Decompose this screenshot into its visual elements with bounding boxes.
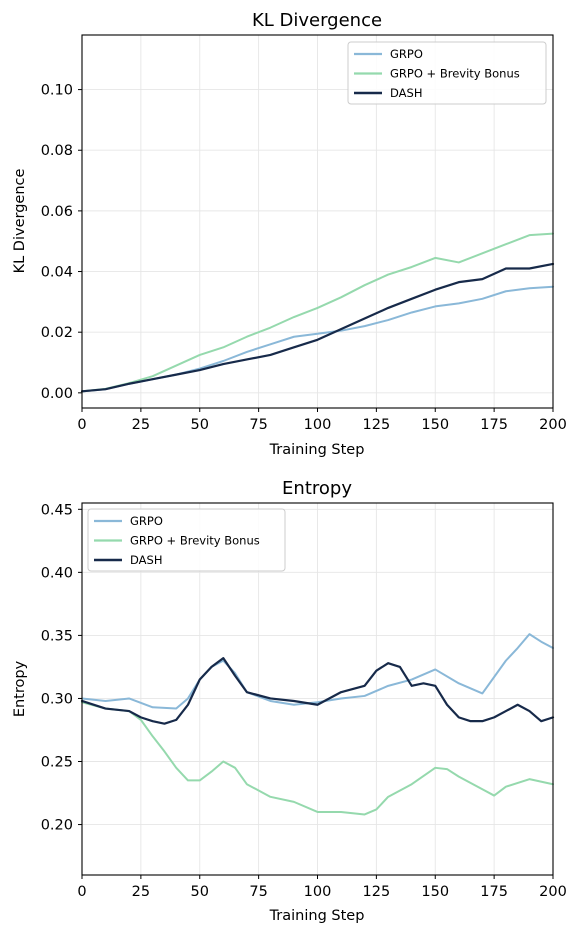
y-tick-label: 0.08 <box>41 143 73 159</box>
x-tick-label: 75 <box>249 417 267 433</box>
legend-box <box>87 508 286 572</box>
y-tick-label: 0.45 <box>41 502 73 518</box>
y-axis-label: KL Divergence <box>12 169 28 274</box>
chart-title: Entropy <box>282 478 352 499</box>
x-tick-label: 150 <box>421 417 449 433</box>
x-axis-label: Training Step <box>269 908 365 924</box>
x-tick-label: 25 <box>132 417 150 433</box>
x-tick-label: 125 <box>363 417 391 433</box>
y-tick-label: 0.06 <box>41 204 73 220</box>
series-line-brevity <box>81 232 554 393</box>
y-tick-label: 0.30 <box>41 691 73 707</box>
x-axis-label: Training Step <box>269 442 365 458</box>
legend-label-brevity: GRPO + Brevity Bonus <box>390 67 520 81</box>
x-tick-label: 100 <box>304 417 332 433</box>
legend-box <box>347 41 547 105</box>
legend: GRPO GRPO + Brevity Bonus DASH <box>347 41 547 105</box>
y-tick-label: 0.00 <box>41 386 73 402</box>
chart-title: KL Divergence <box>252 10 382 31</box>
x-tick-label: 0 <box>77 417 86 433</box>
y-axis-label: Entropy <box>12 660 28 717</box>
y-tick-label: 0.02 <box>41 325 73 341</box>
y-tick-label: 0.25 <box>41 755 73 771</box>
y-tick-label: 0.20 <box>41 818 73 834</box>
y-tick-label: 0.40 <box>41 565 73 581</box>
legend-label-grpo: GRPO <box>390 47 423 61</box>
x-tick-label: 175 <box>480 884 508 900</box>
legend-label-grpo: GRPO <box>130 514 163 528</box>
y-tick-label: 0.35 <box>41 628 73 644</box>
legend-label-dash: DASH <box>390 86 422 100</box>
legend-label-brevity: GRPO + Brevity Bonus <box>130 534 260 548</box>
x-tick-label: 200 <box>539 884 567 900</box>
series-line-dash <box>80 262 555 393</box>
chart-panel-2: 0 25 50 75 100 125 150 175 200 0.20 0.25 0.30 0.35 0.… <box>12 478 567 924</box>
x-tick-label: 75 <box>249 884 267 900</box>
x-tick-label: 25 <box>132 884 150 900</box>
x-tick-label: 100 <box>304 884 332 900</box>
y-tick-label: 0.04 <box>41 265 73 281</box>
x-tick-label: 50 <box>191 417 209 433</box>
x-tick-label: 0 <box>77 884 86 900</box>
series-line-dash <box>80 657 555 725</box>
series-line-brevity <box>81 701 554 816</box>
legend: GRPO GRPO + Brevity Bonus DASH <box>87 508 286 572</box>
x-tick-label: 175 <box>480 417 508 433</box>
x-tick-label: 200 <box>539 417 567 433</box>
chart-panel-1: 0 25 50 75 100 125 150 175 200 0.00 0.02 0.04 0.06 0.… <box>12 10 567 458</box>
x-tick-label: 50 <box>191 884 209 900</box>
x-tick-label: 125 <box>363 884 391 900</box>
y-tick-label: 0.10 <box>41 83 73 99</box>
x-tick-label: 150 <box>421 884 449 900</box>
legend-label-dash: DASH <box>130 553 162 567</box>
